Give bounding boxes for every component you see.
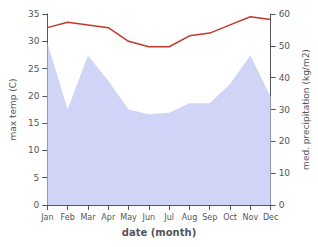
svg-text:15: 15: [28, 118, 39, 128]
svg-text:Feb: Feb: [61, 213, 75, 222]
svg-text:Jan: Jan: [40, 213, 53, 222]
svg-text:25: 25: [28, 64, 39, 74]
svg-text:Apr: Apr: [101, 213, 116, 222]
svg-text:May: May: [120, 213, 137, 222]
svg-text:med. precipitation (kg/m2): med. precipitation (kg/m2): [301, 49, 311, 170]
svg-text:date (month): date (month): [122, 227, 196, 238]
svg-text:20: 20: [279, 136, 291, 146]
svg-text:10: 10: [28, 145, 40, 155]
svg-text:0: 0: [34, 200, 40, 210]
svg-text:60: 60: [279, 9, 291, 19]
svg-text:30: 30: [279, 105, 291, 115]
svg-text:Sep: Sep: [202, 213, 217, 222]
svg-text:max temp (C): max temp (C): [8, 78, 18, 140]
svg-text:20: 20: [28, 91, 40, 101]
svg-text:Dec: Dec: [263, 213, 278, 222]
svg-text:0: 0: [279, 200, 285, 210]
svg-text:5: 5: [34, 173, 40, 183]
svg-text:Jun: Jun: [142, 213, 156, 222]
svg-text:30: 30: [28, 36, 40, 46]
svg-text:Nov: Nov: [243, 213, 259, 222]
svg-text:Mar: Mar: [80, 213, 96, 222]
svg-text:10: 10: [279, 168, 291, 178]
svg-text:35: 35: [28, 9, 39, 19]
svg-text:Jul: Jul: [163, 213, 174, 222]
svg-text:Aug: Aug: [182, 213, 198, 222]
svg-text:40: 40: [279, 73, 291, 83]
svg-text:Oct: Oct: [223, 213, 237, 222]
svg-text:50: 50: [279, 41, 291, 51]
